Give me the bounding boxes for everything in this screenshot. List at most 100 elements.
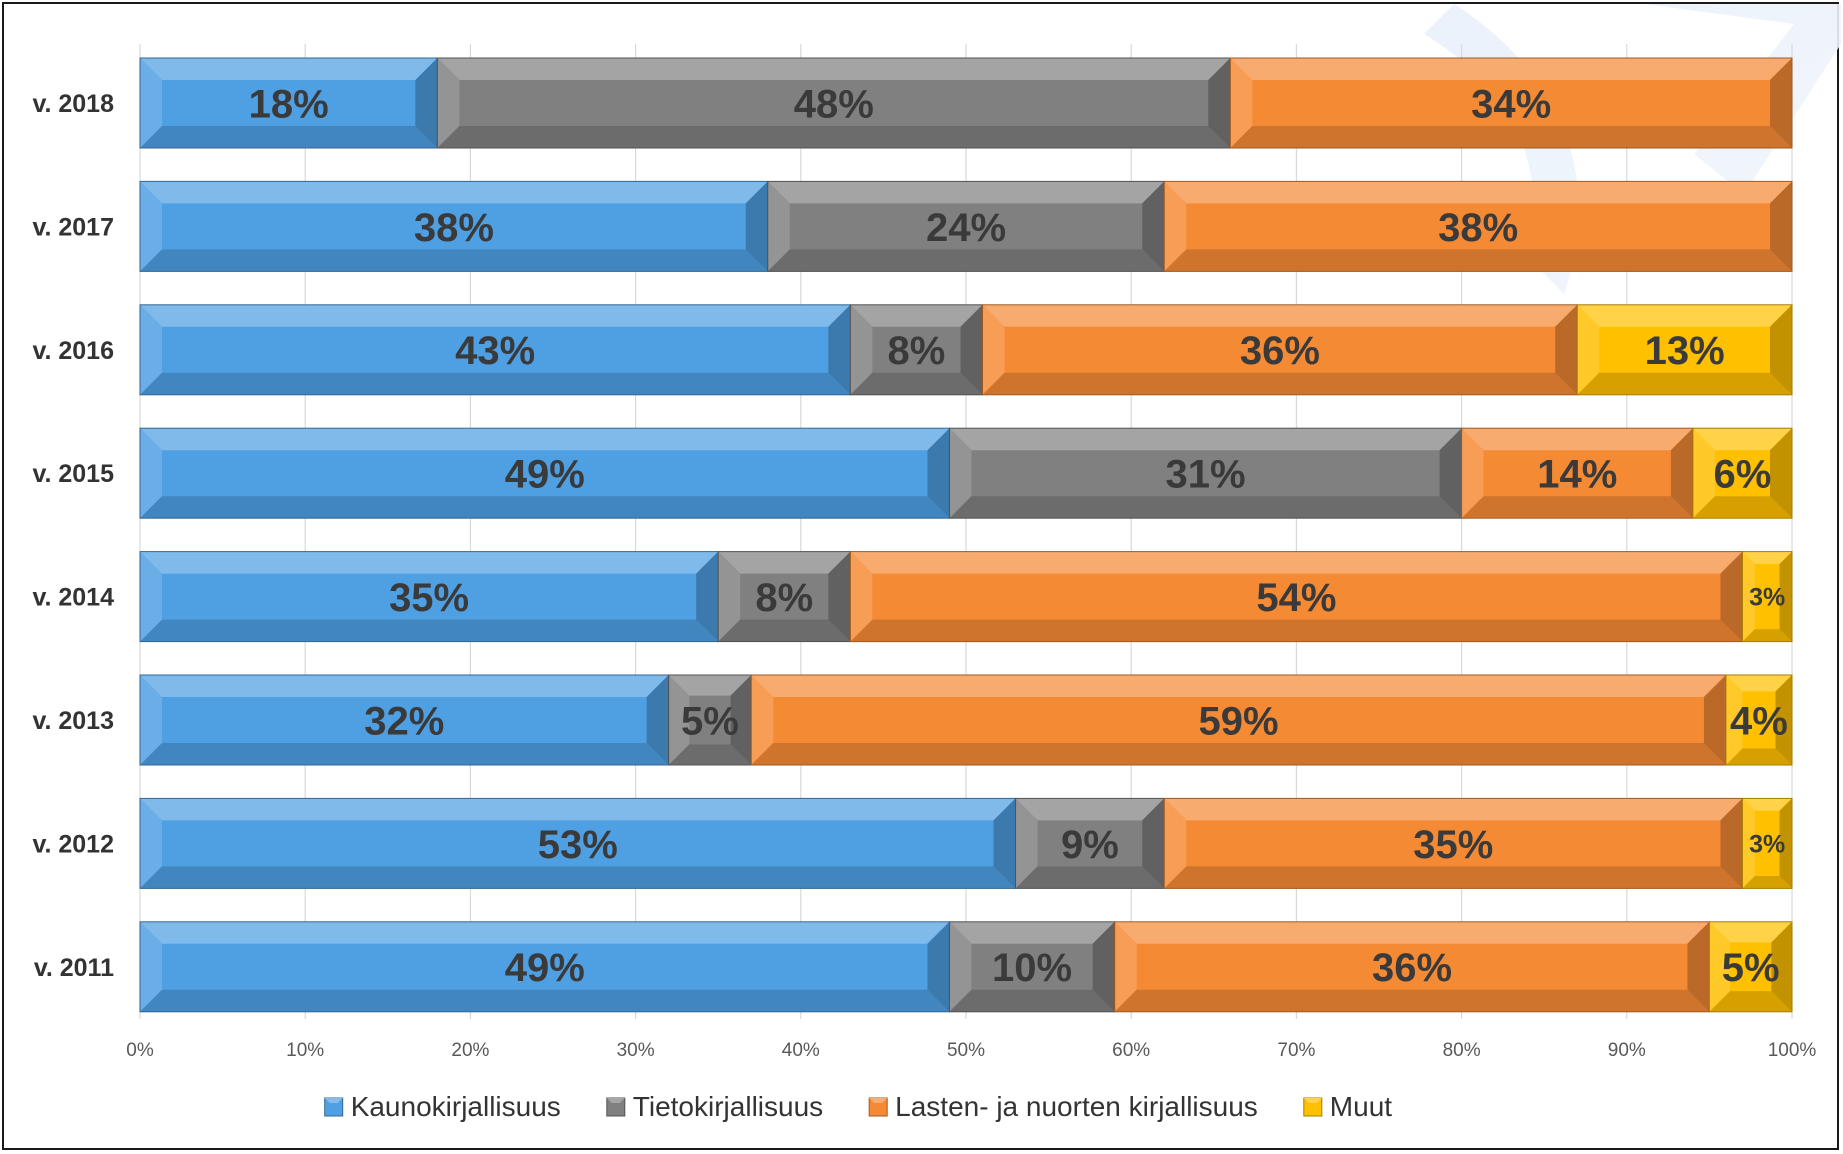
bar-bevel-bottom <box>1164 866 1743 889</box>
bar-segment: 31% <box>948 427 1463 519</box>
bar-bevel-top <box>949 428 1462 451</box>
bar-bevel-bottom <box>1725 748 1792 765</box>
bar-outline <box>1692 427 1793 519</box>
data-label: 54% <box>1256 576 1336 620</box>
bar-bevel-right <box>1720 551 1743 642</box>
bar-bevel-bottom <box>1164 249 1792 272</box>
bar-bevel-top <box>140 304 851 327</box>
bar-bevel-top <box>1114 921 1710 944</box>
category-label: v. 2011 <box>34 954 114 982</box>
bar-bevel-left <box>1692 428 1715 519</box>
bar-bevel-right <box>730 675 752 765</box>
bar-bevel-top <box>1577 304 1792 327</box>
bar-bevel-top <box>1742 551 1792 564</box>
bar-segment: 6% <box>1692 427 1793 519</box>
data-label: 49% <box>505 946 585 990</box>
bar-bevel-left <box>751 675 774 765</box>
category-label: v. 2016 <box>32 337 114 365</box>
category-label: v. 2012 <box>32 830 114 858</box>
bar-bevel-top <box>1692 428 1792 451</box>
bar-bevel-right <box>1142 798 1165 889</box>
legend: Kaunokirjallisuus Tietokirjallisuus Lasten… <box>324 1091 1392 1122</box>
data-label: 8% <box>755 576 813 620</box>
bar-bevel-left <box>140 798 162 889</box>
bar-bevel-bottom <box>850 372 983 395</box>
bar-bevel-right <box>993 798 1016 889</box>
bar-bevel-left <box>140 675 162 765</box>
bar-segment: 5% <box>1708 921 1793 1013</box>
bar-segment: 8% <box>717 551 851 643</box>
bar-bevel-bottom <box>751 743 1726 765</box>
bar-segment: 59% <box>750 674 1727 766</box>
bar-segment: 49% <box>139 427 950 519</box>
bar-bevel-right <box>927 428 950 519</box>
bar-segment: 5% <box>668 674 752 766</box>
bar-bevel-top <box>437 58 1231 80</box>
legend-label: Tietokirjallisuus <box>633 1091 823 1122</box>
data-label: 32% <box>364 699 444 743</box>
bar-bevel-bottom <box>1461 496 1693 519</box>
category-axis: v. 2018 v. 2017 v. 2016 v. 2015 v. 2014 v. 20… <box>32 90 114 982</box>
bar-bevel-right <box>1770 58 1792 148</box>
bar-bevel-right <box>745 181 768 272</box>
bar-bevel-left <box>1461 428 1484 519</box>
bar-segment: 34% <box>1229 57 1793 149</box>
bar-bevel-bottom <box>140 496 950 519</box>
bar-outline <box>1163 180 1793 272</box>
data-label: 38% <box>1438 206 1518 250</box>
legend-label: Lasten- ja nuorten kirjallisuus <box>895 1091 1258 1122</box>
bars: 18% 48% 34% 38% 24% 38% 43% 8% 36% 13% 49% 31% 14% 6%… <box>139 57 1793 1013</box>
bar-bevel-left <box>718 551 741 642</box>
bar-bevel-bottom <box>949 989 1115 1012</box>
legend-label: Kaunokirjallisuus <box>351 1091 561 1122</box>
bar-bevel-left <box>949 428 972 519</box>
bar-segment: 49% <box>139 921 950 1013</box>
data-label: 35% <box>389 576 469 620</box>
legend-swatch-bevel <box>1303 1098 1322 1103</box>
bar-bevel-left <box>1015 798 1038 889</box>
bar-bevel-left <box>1114 921 1137 1012</box>
data-label: 8% <box>888 329 946 373</box>
bar-bevel-left <box>850 551 873 642</box>
bar-bevel-top <box>1164 181 1792 204</box>
bar-segment: 35% <box>139 551 719 643</box>
bar-bevel-left <box>949 921 972 1012</box>
x-tick-label: 40% <box>782 1040 820 1061</box>
bar-bevel-top <box>751 675 1726 697</box>
bar-bevel-bottom <box>140 249 768 272</box>
bar-outline <box>1741 551 1793 643</box>
data-label: 10% <box>992 946 1072 990</box>
bar-bevel-left <box>140 181 162 272</box>
data-label: 3% <box>1749 830 1785 858</box>
bar-segment: 18% <box>139 57 438 149</box>
bar-bevel-right <box>1770 428 1792 519</box>
bar-bevel-right <box>828 551 851 642</box>
data-label: 59% <box>1199 699 1279 743</box>
bar-bevel-top <box>140 58 438 80</box>
bar-bevel-left <box>1725 675 1743 765</box>
bar-bevel-top <box>1230 58 1792 80</box>
bar-bevel-top <box>850 551 1743 574</box>
bar-bevel-top <box>140 428 950 451</box>
bar-segment: 3% <box>1741 797 1793 889</box>
x-tick-label: 70% <box>1277 1040 1315 1061</box>
bar-segment: 9% <box>1015 797 1165 889</box>
bar-bevel-right <box>1208 58 1231 148</box>
bar-bevel-right <box>1770 181 1792 272</box>
bar-bevel-right <box>1670 428 1693 519</box>
bar-bevel-right <box>1720 798 1743 889</box>
bar-bevel-top <box>949 921 1115 944</box>
bar-bevel-top <box>140 675 669 697</box>
bar-bevel-right <box>828 304 851 395</box>
bar-segment: 43% <box>139 304 851 396</box>
bar-segment: 14% <box>1461 427 1694 519</box>
bar-bevel-left <box>1742 798 1755 889</box>
legend-swatch-bevel <box>869 1098 888 1103</box>
bar-segment: 4% <box>1725 674 1793 766</box>
bar-segment: 38% <box>139 180 769 272</box>
bar-bevel-top <box>850 304 983 327</box>
bar-bevel-right <box>1555 304 1578 395</box>
bar-segment: 36% <box>1114 921 1710 1013</box>
bar-bevel-top <box>1709 921 1792 943</box>
